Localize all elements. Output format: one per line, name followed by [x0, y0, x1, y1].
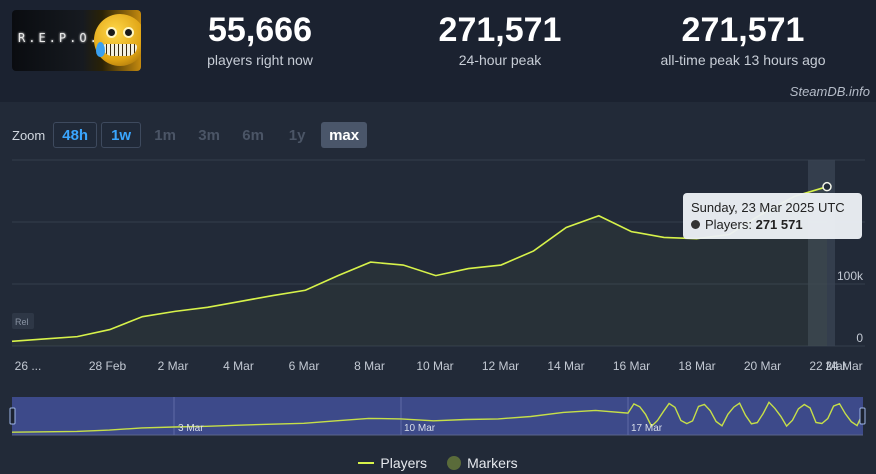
legend-label: Markers — [467, 455, 518, 471]
stat-all-time-peak: 271,571 all-time peak 13 hours ago — [650, 10, 836, 70]
header: R.E.P.O. 55,666 players right now 271,57… — [0, 0, 876, 84]
tooltip-dot-icon — [691, 220, 700, 229]
zoom-controls: Zoom 48h 1w 1m 3m 6m 1y max — [12, 122, 371, 148]
legend-line-icon — [358, 462, 375, 464]
range-badge-text: Rel — [15, 317, 29, 327]
x-tick-label: 26 ... — [15, 359, 42, 373]
y-tick-label: 100k — [837, 269, 864, 283]
x-tick-label: 20 Mar — [744, 359, 781, 373]
stat-label: 24-hour peak — [458, 52, 542, 68]
legend-item-players[interactable]: Players — [358, 455, 427, 471]
legend-dot-icon — [447, 456, 462, 470]
chart-legend: Players Markers — [0, 452, 876, 474]
stat-value: 271,571 — [438, 11, 562, 49]
tooltip-value: 271 571 — [755, 217, 803, 232]
zoom-1m-button[interactable]: 1m — [154, 126, 176, 144]
legend-label: Players — [380, 455, 428, 471]
stat-label: all-time peak 13 hours ago — [660, 52, 826, 68]
navigator-background[interactable] — [12, 397, 863, 435]
stat-players-now: 55,666 players right now — [180, 10, 340, 70]
chart-tooltip: Sunday, 23 Mar 2025 UTC Players: 271 571 — [683, 193, 862, 239]
steamdb-watermark[interactable]: SteamDB.info — [789, 84, 870, 99]
stat-value: 271,571 — [681, 11, 805, 49]
navigator-label: 3 Mar — [178, 423, 204, 434]
x-tick-label: 4 Mar — [223, 359, 254, 373]
legend-item-markers[interactable]: Markers — [447, 455, 518, 471]
x-tick-label: 14 Mar — [547, 359, 584, 373]
range-badge — [12, 313, 34, 329]
zoom-label: Zoom — [12, 127, 46, 143]
zoom-1w-button[interactable]: 1w — [101, 122, 142, 148]
game-logo-text: R.E.P.O. — [18, 31, 100, 45]
zoom-6m-button[interactable]: 6m — [242, 126, 264, 144]
x-tick-label: 28 Feb — [89, 359, 127, 373]
zoom-48h-button[interactable]: 48h — [53, 122, 98, 148]
stat-label: players right now — [207, 52, 313, 68]
x-tick-label: 2 Mar — [158, 359, 189, 373]
x-tick-label: 22 Mar — [809, 359, 846, 373]
stat-24h-peak: 271,571 24-hour peak — [420, 10, 580, 70]
navigator-handle-right[interactable] — [859, 407, 866, 425]
stat-value: 55,666 — [208, 11, 312, 49]
y-tick-label: 0 — [856, 331, 863, 345]
tooltip-date: Sunday, 23 Mar 2025 UTC — [691, 200, 845, 215]
x-tick-label: 10 Mar — [416, 359, 453, 373]
x-tick-label: 8 Mar — [354, 359, 385, 373]
x-tick-label: 6 Mar — [289, 359, 320, 373]
x-tick-label: 24 Mar — [825, 359, 862, 373]
tooltip-series-label: Players: — [705, 217, 752, 232]
game-thumbnail[interactable]: R.E.P.O. — [12, 10, 141, 71]
x-tick-label: 12 Mar — [482, 359, 519, 373]
game-mascot-icon — [94, 14, 141, 66]
data-point — [822, 181, 832, 192]
zoom-3m-button[interactable]: 3m — [198, 126, 220, 144]
navigator-line — [11, 401, 864, 433]
zoom-max-button[interactable]: max — [321, 122, 368, 148]
zoom-1y-button[interactable]: 1y — [288, 126, 306, 144]
navigator-label: 10 Mar — [404, 423, 436, 434]
x-tick-label: 16 Mar — [613, 359, 650, 373]
x-tick-label: 18 Mar — [678, 359, 715, 373]
navigator-handle-left[interactable] — [9, 407, 16, 425]
navigator-label: 17 Mar — [631, 423, 663, 434]
